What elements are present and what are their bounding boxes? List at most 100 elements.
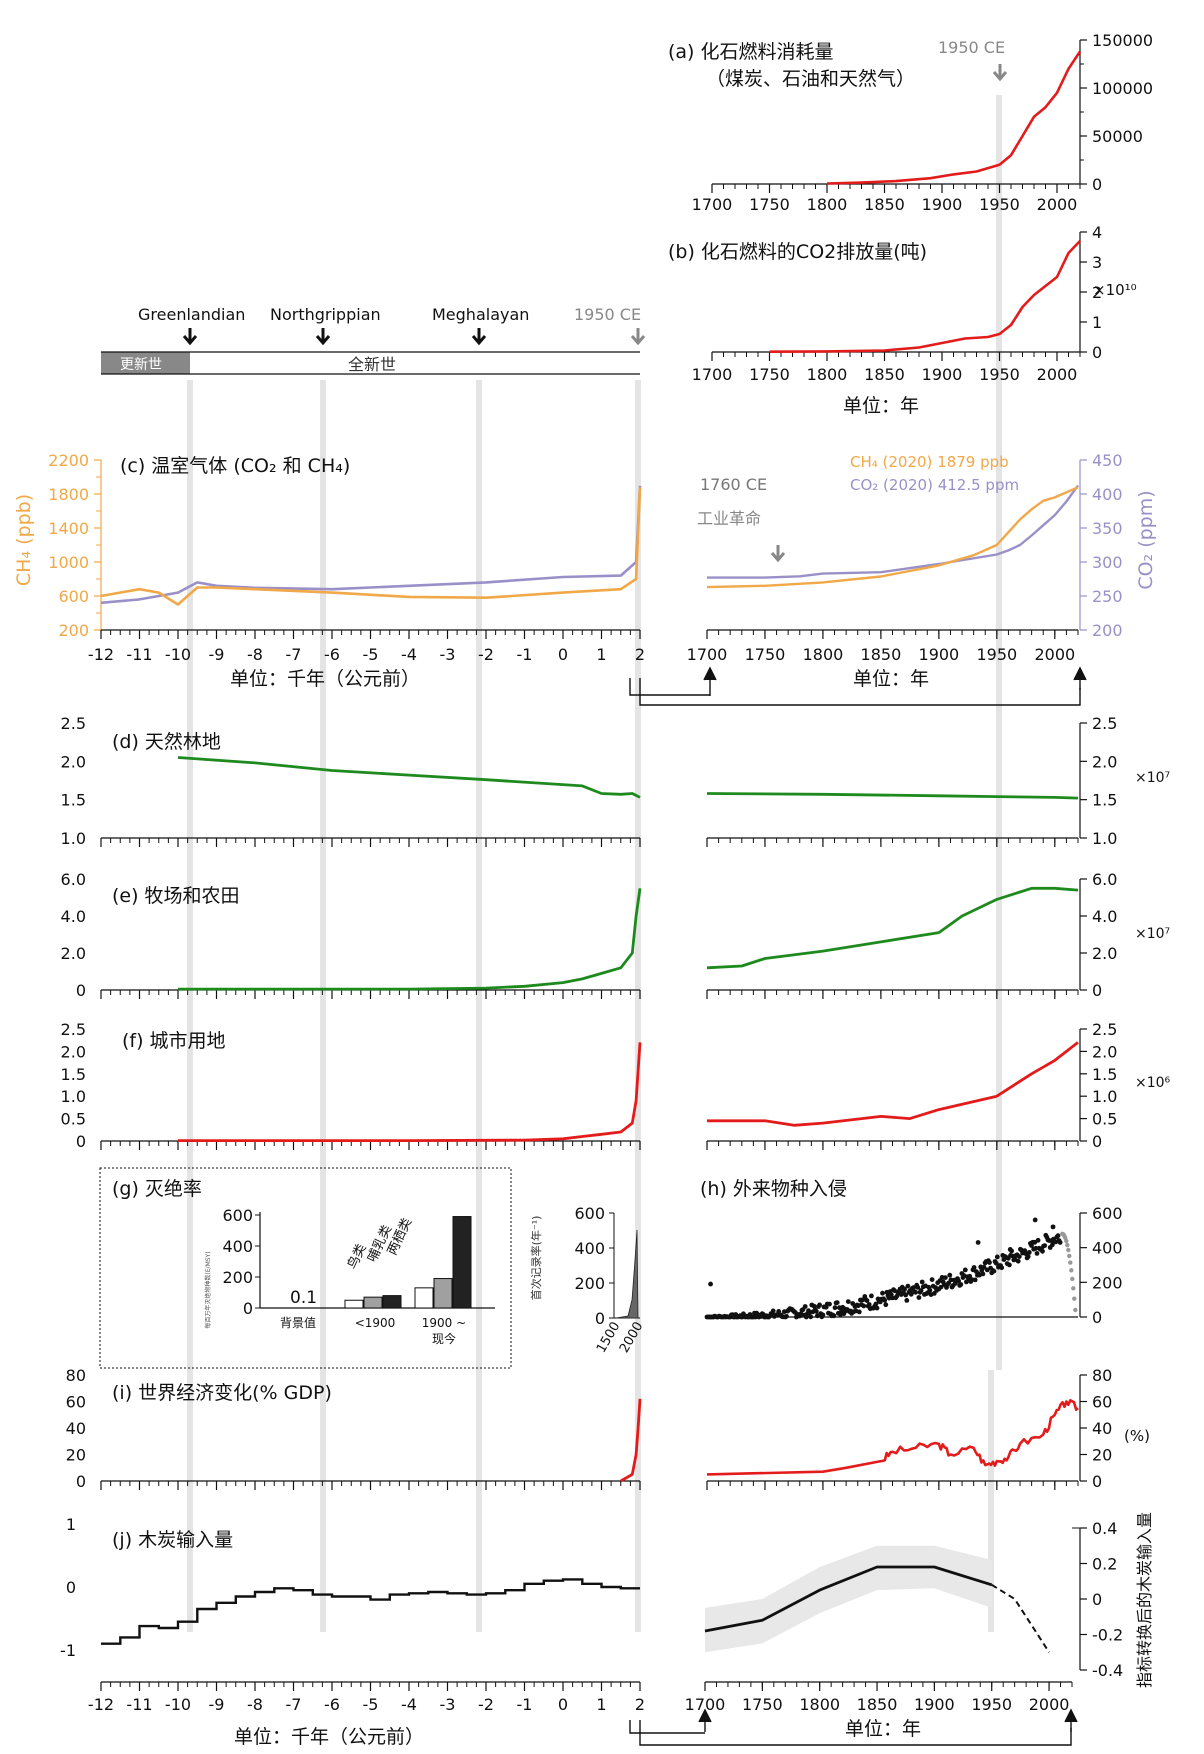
invasion-point bbox=[987, 1260, 992, 1265]
y-tick-label: 0 bbox=[1092, 1472, 1102, 1491]
x-tick-label: 2000 bbox=[1037, 365, 1078, 384]
extinction-bar bbox=[363, 1296, 383, 1309]
invasion-point bbox=[866, 1302, 872, 1307]
panel-c: (c) 温室气体 (CO₂ 和 CH₄) CH₄ (ppb) CO₂ (ppm)… bbox=[13, 451, 1157, 706]
panel-h-title: (h) 外来物种入侵 bbox=[700, 1178, 847, 1200]
y-tick-label: 0 bbox=[1092, 981, 1102, 1000]
y-tick-label: 2.0 bbox=[1092, 752, 1117, 771]
y-tick-label: 400 bbox=[1092, 485, 1123, 504]
invasion-point bbox=[927, 1287, 933, 1293]
x-tick-label: -2 bbox=[478, 645, 494, 664]
x-tick-label: -5 bbox=[363, 1695, 379, 1714]
x-tick-label: -5 bbox=[363, 645, 379, 664]
invasion-point-incomplete bbox=[1065, 1242, 1070, 1248]
invasion-point bbox=[916, 1295, 922, 1300]
invasion-point bbox=[1055, 1233, 1061, 1239]
pleistocene-block bbox=[101, 352, 190, 374]
invasion-point bbox=[827, 1301, 832, 1307]
y-tick-label: 4.0 bbox=[1092, 907, 1117, 926]
x-tick-label: 1700 bbox=[692, 365, 733, 384]
y-tick-label: 1800 bbox=[48, 485, 89, 504]
y-tick-label: 2.5 bbox=[61, 1020, 86, 1039]
y-tick-label: 0.5 bbox=[61, 1110, 86, 1129]
invasion-point bbox=[943, 1275, 948, 1280]
x-tick-label: 1850 bbox=[861, 645, 902, 664]
extinction-bar bbox=[382, 1295, 402, 1309]
x-tick-label: 1800 bbox=[807, 365, 848, 384]
panel-g-box bbox=[99, 1167, 512, 1369]
y-tick-label: 200 bbox=[58, 621, 89, 640]
y-tick-label: 50000 bbox=[1092, 127, 1143, 146]
x-tick-label: 2000 bbox=[1029, 1695, 1070, 1714]
arrow-up-icon bbox=[703, 666, 717, 696]
y-tick-label: 600 bbox=[58, 587, 89, 606]
invasion-point bbox=[834, 1300, 840, 1305]
x-tick-label: 2 bbox=[635, 1695, 645, 1714]
histogram-bars bbox=[615, 1229, 639, 1319]
invasion-point bbox=[971, 1265, 977, 1270]
x-tick-label: -7 bbox=[286, 1695, 302, 1714]
y-tick-label: 1.0 bbox=[1092, 1087, 1117, 1106]
y-tick-label: 400 bbox=[222, 1237, 253, 1256]
y-tick-label: 200 bbox=[574, 1274, 605, 1293]
invasion-point bbox=[832, 1305, 838, 1311]
fossil-fuel-consumption-line bbox=[826, 50, 1082, 185]
invasion-point bbox=[975, 1240, 981, 1245]
invasion-point bbox=[962, 1267, 968, 1273]
y-tick-label: 2.0 bbox=[61, 752, 86, 771]
extinction-bar bbox=[433, 1278, 453, 1309]
y-tick-label: 1.5 bbox=[1092, 791, 1117, 810]
invasion-point bbox=[938, 1284, 944, 1290]
x-tick-label: 1750 bbox=[742, 1695, 783, 1714]
x-tick-label: -8 bbox=[247, 645, 263, 664]
charcoal-step-line bbox=[101, 1578, 640, 1645]
pleistocene-label: 更新世 bbox=[120, 357, 162, 373]
x-tick-label: 1900 bbox=[922, 195, 963, 214]
y-tick-label: 2.5 bbox=[1092, 1020, 1117, 1039]
x-tick-label: -6 bbox=[324, 645, 340, 664]
x-tick-label: 1750 bbox=[749, 365, 790, 384]
charcoal-projection-line bbox=[991, 1583, 1050, 1653]
extinction-bar bbox=[344, 1299, 364, 1309]
annot-industrial-revolution: 工业革命 bbox=[697, 509, 761, 528]
invasion-point bbox=[1025, 1254, 1031, 1259]
x-tick-label: 1950 bbox=[979, 195, 1020, 214]
y-tick-label: 20 bbox=[1092, 1446, 1112, 1465]
y-tick-label: 1.5 bbox=[61, 791, 86, 810]
y-tick-label: 1.0 bbox=[1092, 829, 1117, 848]
invasion-point-incomplete bbox=[1073, 1307, 1078, 1313]
invasion-point bbox=[1016, 1254, 1022, 1259]
invasion-point bbox=[1007, 1262, 1012, 1268]
x-tick-label: 0 bbox=[558, 1695, 568, 1714]
x-tick-label: 1700 bbox=[685, 1695, 726, 1714]
y-tick-label: 2.5 bbox=[61, 714, 86, 733]
x-tick-label: -3 bbox=[440, 1695, 456, 1714]
epoch-bar: Greenlandian Northgrippian Meghalayan 19… bbox=[101, 305, 646, 375]
invasion-point bbox=[904, 1298, 910, 1303]
invasion-point bbox=[817, 1302, 822, 1308]
x-tick-label: -12 bbox=[88, 645, 114, 664]
invasion-point bbox=[831, 1313, 837, 1319]
invasion-point-incomplete bbox=[1072, 1296, 1077, 1301]
co2-line-left bbox=[100, 485, 642, 605]
y-tick-label: 2 bbox=[1092, 283, 1102, 302]
y-tick-label: 200 bbox=[1092, 621, 1123, 640]
x-tick-label: 1800 bbox=[799, 1695, 840, 1714]
y-tick-label: 3 bbox=[1092, 253, 1102, 272]
invasion-point bbox=[811, 1303, 817, 1309]
invasion-point bbox=[861, 1303, 867, 1309]
co2-axis-label: CO₂ (ppm) bbox=[1135, 490, 1157, 589]
background-value: 0.1 bbox=[290, 1288, 317, 1308]
invasion-point bbox=[994, 1254, 1000, 1260]
guide-band bbox=[988, 1370, 994, 1632]
y-tick-label: 60 bbox=[66, 1393, 86, 1412]
panel-f-title: (f) 城市用地 bbox=[122, 1030, 226, 1052]
invasion-point bbox=[883, 1302, 889, 1308]
x-tick-label: -11 bbox=[126, 645, 152, 664]
panel-b-xlabel: 单位：年 bbox=[843, 395, 919, 417]
epoch-northgrippian: Northgrippian bbox=[270, 305, 381, 324]
invasion-point bbox=[874, 1305, 880, 1311]
invasion-point bbox=[958, 1282, 964, 1287]
invasion-point bbox=[784, 1313, 789, 1319]
